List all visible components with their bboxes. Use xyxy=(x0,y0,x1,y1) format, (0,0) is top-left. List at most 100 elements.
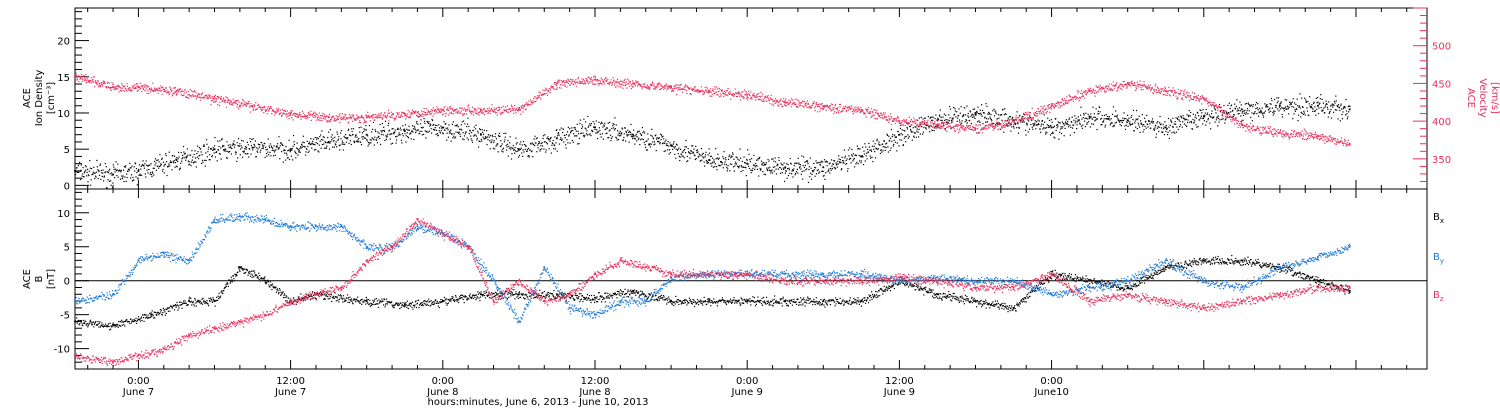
data-point xyxy=(259,106,261,108)
data-point xyxy=(525,103,527,105)
data-point xyxy=(642,131,644,134)
data-point xyxy=(319,136,321,138)
data-point xyxy=(470,110,472,112)
data-point xyxy=(589,124,592,127)
data-point xyxy=(771,98,773,101)
data-point xyxy=(1244,109,1246,112)
data-point xyxy=(783,180,786,182)
data-point xyxy=(789,157,791,160)
data-point xyxy=(704,165,706,167)
data-point xyxy=(761,95,763,97)
data-point xyxy=(521,106,523,108)
data-point xyxy=(279,145,281,147)
data-point xyxy=(320,147,322,149)
data-point xyxy=(671,144,673,146)
data-point xyxy=(437,109,439,111)
data-point xyxy=(947,126,949,128)
data-point xyxy=(784,166,787,169)
data-point xyxy=(864,143,866,145)
data-point xyxy=(692,145,694,147)
data-point xyxy=(925,123,927,125)
data-point xyxy=(1055,117,1057,120)
data-point xyxy=(134,163,137,165)
data-point xyxy=(227,98,229,100)
data-point xyxy=(649,143,651,145)
data-point xyxy=(676,84,678,86)
data-point xyxy=(263,112,265,114)
data-point xyxy=(380,112,383,114)
data-point xyxy=(1081,127,1083,129)
data-point xyxy=(468,107,470,109)
data-point xyxy=(367,116,370,118)
data-point xyxy=(903,137,905,139)
data-point xyxy=(135,87,137,89)
data-point xyxy=(808,166,810,168)
data-point xyxy=(431,132,433,134)
data-point xyxy=(670,87,672,90)
data-point xyxy=(90,179,92,181)
data-point xyxy=(1174,123,1177,125)
data-point xyxy=(414,112,416,115)
data-point xyxy=(537,96,539,99)
data-point xyxy=(324,147,326,149)
data-point xyxy=(893,143,895,146)
data-point xyxy=(864,113,866,115)
data-point xyxy=(577,78,579,80)
data-point xyxy=(995,111,997,113)
data-point xyxy=(1127,114,1129,116)
data-point xyxy=(770,170,772,172)
data-point xyxy=(723,163,726,165)
data-point xyxy=(1140,123,1142,125)
data-point xyxy=(101,83,103,86)
data-point xyxy=(288,112,290,114)
data-point xyxy=(351,130,353,133)
data-point xyxy=(642,138,644,141)
data-point xyxy=(408,125,410,127)
data-point xyxy=(746,158,748,160)
data-point xyxy=(459,107,461,109)
data-point xyxy=(1158,126,1160,128)
data-point xyxy=(429,123,431,125)
data-point xyxy=(239,106,241,108)
data-point xyxy=(178,169,181,171)
data-point xyxy=(668,145,670,147)
data-point xyxy=(816,103,818,105)
data-point xyxy=(337,118,339,121)
data-point xyxy=(664,87,666,89)
data-point xyxy=(241,146,243,149)
data-point xyxy=(530,143,532,145)
data-point xyxy=(1180,116,1182,118)
data-point xyxy=(363,120,366,122)
data-point xyxy=(756,165,758,167)
data-point xyxy=(315,113,317,115)
data-point xyxy=(737,166,739,168)
data-point xyxy=(1298,106,1300,108)
data-point xyxy=(832,109,834,111)
data-point xyxy=(878,141,880,143)
data-point xyxy=(611,136,613,138)
data-point xyxy=(407,109,409,112)
data-point xyxy=(639,132,641,135)
data-point xyxy=(686,155,688,158)
data-point xyxy=(664,84,667,86)
data-point xyxy=(450,140,452,142)
data-point xyxy=(320,114,323,117)
data-point xyxy=(458,110,460,112)
data-point xyxy=(379,116,382,118)
data-point xyxy=(724,161,726,163)
data-point xyxy=(401,115,403,118)
data-point xyxy=(464,113,466,115)
data-point xyxy=(731,94,733,96)
data-point xyxy=(905,119,908,121)
data-point xyxy=(365,114,367,116)
data-point xyxy=(659,141,661,144)
data-point xyxy=(600,81,602,83)
data-point xyxy=(102,169,104,171)
data-point xyxy=(468,132,470,135)
data-point xyxy=(102,180,105,182)
data-point xyxy=(178,156,180,158)
data-point xyxy=(577,143,579,145)
data-point xyxy=(167,92,169,94)
data-point xyxy=(1288,113,1290,115)
data-point xyxy=(772,166,775,168)
